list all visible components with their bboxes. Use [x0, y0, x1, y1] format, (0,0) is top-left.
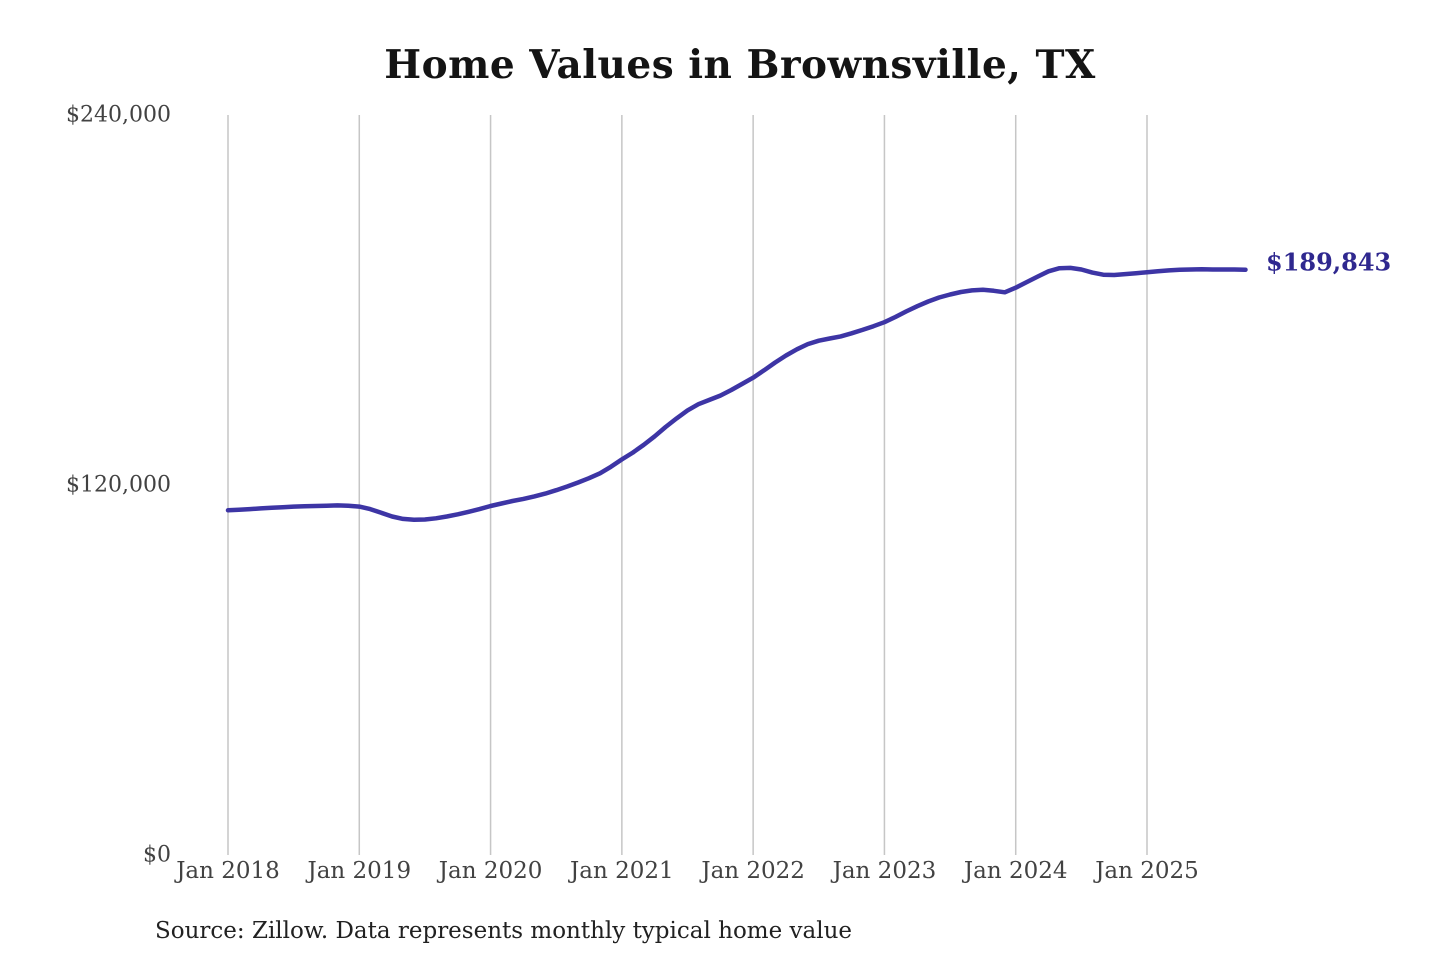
x-axis-tick-label: Jan 2019	[307, 858, 412, 884]
x-axis-tick-label: Jan 2024	[963, 858, 1068, 884]
x-axis-tick-label: Jan 2023	[832, 858, 937, 884]
x-axis-tick-label: Jan 2025	[1095, 858, 1199, 884]
latest-value-label: $189,843	[1266, 247, 1392, 277]
y-axis-tick-label: $0	[143, 842, 171, 868]
chart-title: Home Values in Brownsville, TX	[384, 42, 1096, 88]
source-note: Source: Zillow. Data represents monthly …	[155, 918, 853, 944]
x-axis-tick-label: Jan 2018	[176, 858, 280, 884]
x-axis-tick-label: Jan 2022	[701, 858, 805, 884]
x-axis-tick-label: Jan 2020	[438, 858, 543, 884]
y-axis-tick-label: $120,000	[66, 472, 171, 498]
x-axis-tick-label: Jan 2021	[570, 858, 674, 884]
y-axis: $240,000 $120,000 $0	[0, 0, 171, 960]
y-axis-tick-label: $240,000	[66, 102, 171, 128]
home-value-line	[225, 265, 1248, 523]
x-axis: Jan 2018 Jan 2019 Jan 2020 Jan 2021 Jan 2022…	[0, 858, 1440, 892]
